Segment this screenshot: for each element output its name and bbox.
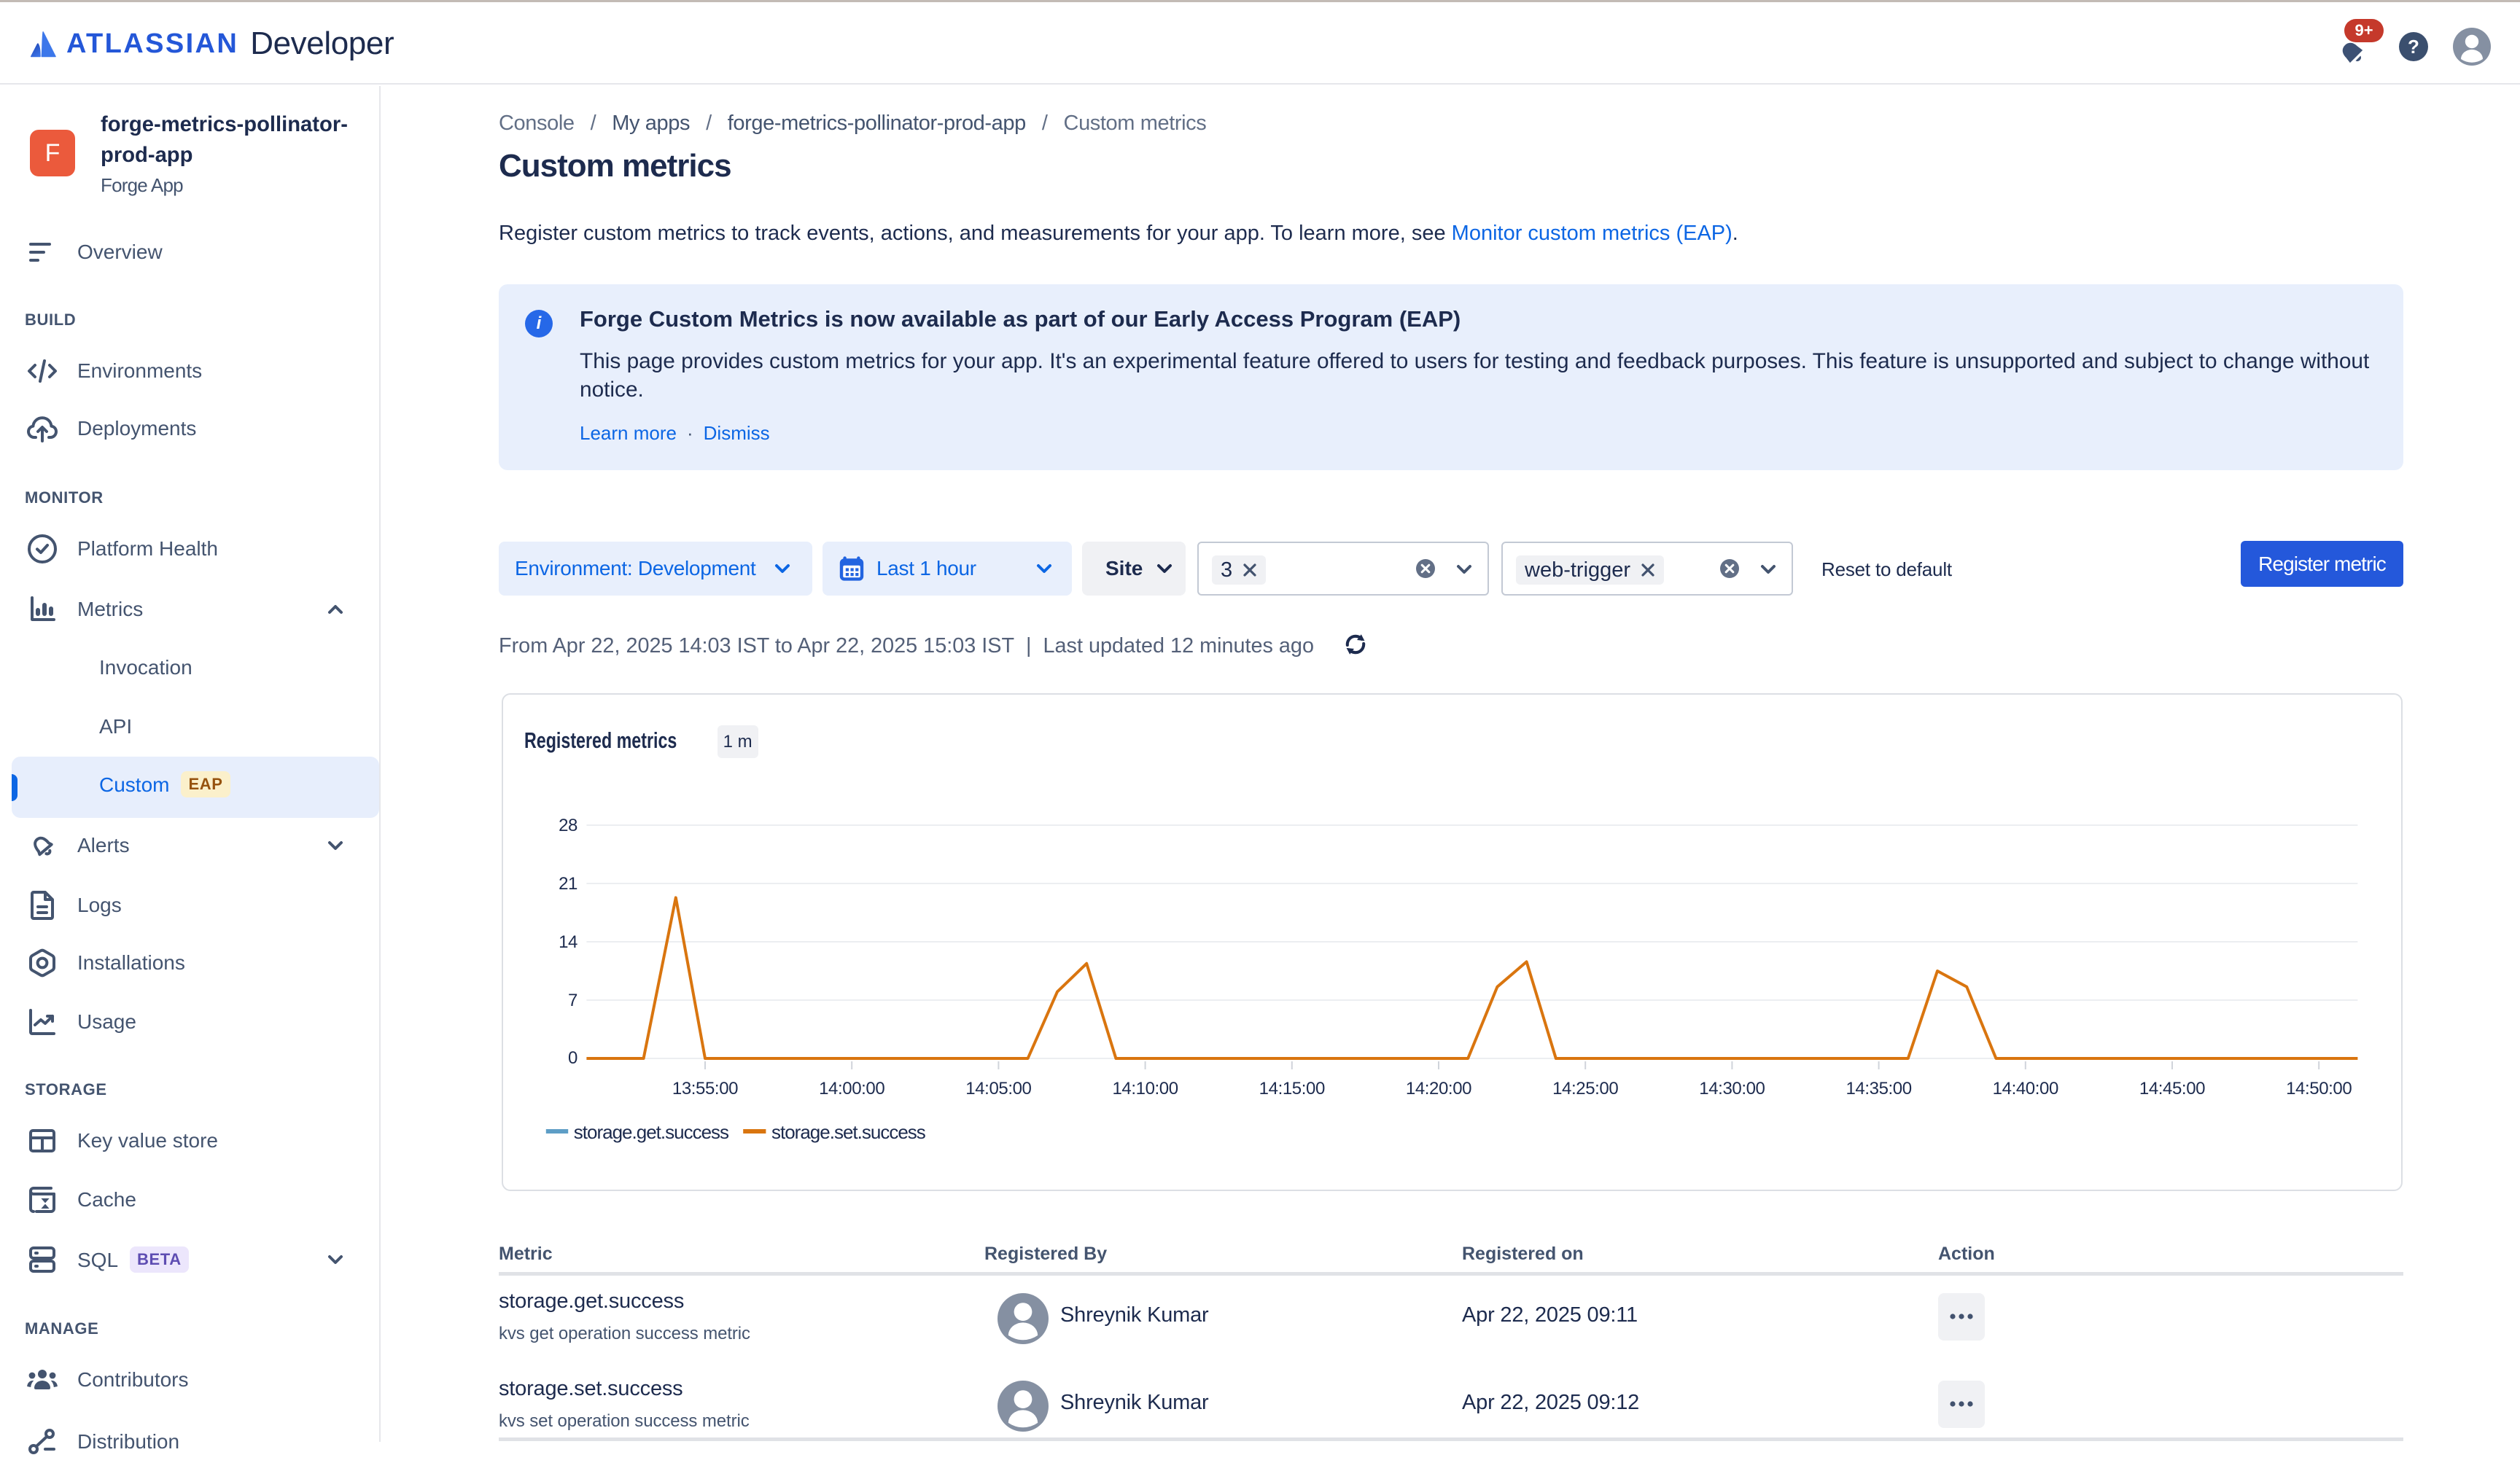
svg-text:28: 28 — [559, 816, 578, 835]
svg-text:7: 7 — [568, 991, 578, 1010]
svg-text:14:45:00: 14:45:00 — [2139, 1079, 2204, 1099]
svg-text:14:10:00: 14:10:00 — [1112, 1079, 1178, 1099]
svg-text:14:35:00: 14:35:00 — [1846, 1079, 1911, 1099]
svg-text:14:30:00: 14:30:00 — [1699, 1079, 1765, 1099]
svg-text:14:15:00: 14:15:00 — [1259, 1079, 1324, 1099]
svg-text:14:00:00: 14:00:00 — [819, 1079, 884, 1099]
svg-text:14:40:00: 14:40:00 — [1992, 1079, 2058, 1099]
svg-text:21: 21 — [559, 874, 578, 894]
svg-text:storage.set.success: storage.set.success — [771, 1121, 926, 1143]
svg-text:14:25:00: 14:25:00 — [1552, 1079, 1618, 1099]
svg-text:storage.get.success: storage.get.success — [573, 1121, 728, 1143]
svg-text:0: 0 — [568, 1048, 578, 1068]
svg-text:14:50:00: 14:50:00 — [2286, 1079, 2352, 1099]
svg-text:14:20:00: 14:20:00 — [1405, 1079, 1471, 1099]
svg-text:13:55:00: 13:55:00 — [672, 1079, 737, 1099]
svg-text:14: 14 — [559, 932, 578, 952]
svg-text:14:05:00: 14:05:00 — [965, 1079, 1031, 1099]
